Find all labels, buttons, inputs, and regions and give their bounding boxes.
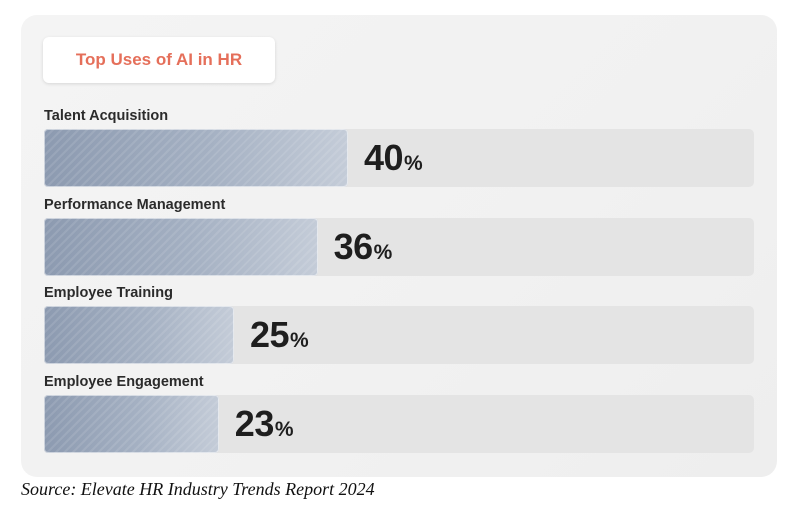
bar-label: Performance Management [44, 196, 226, 213]
bar-label: Employee Engagement [44, 373, 204, 390]
bar-value-label: 36% [334, 226, 393, 268]
bar-value-label: 23% [235, 403, 294, 445]
chart-title: Top Uses of AI in HR [43, 37, 275, 83]
bar-track: 25% [44, 306, 754, 364]
percent-sign: % [290, 329, 309, 352]
bar [44, 394, 219, 453]
source-caption: Source: Elevate HR Industry Trends Repor… [21, 479, 375, 499]
bar-value-number: 36 [333, 225, 374, 267]
bar-value-label: 40% [364, 137, 423, 179]
bar-track: 23% [44, 394, 754, 453]
bar-track: 40% [44, 129, 754, 187]
percent-sign: % [404, 152, 423, 175]
bar-value-label: 25% [250, 314, 309, 356]
bar [44, 217, 318, 276]
percent-sign: % [373, 240, 393, 264]
bar-track: 36% [44, 217, 754, 276]
bar-label: Talent Acquisition [44, 108, 169, 124]
percent-sign: % [274, 417, 294, 441]
bar [44, 129, 348, 187]
bar-value-number: 40 [364, 137, 404, 178]
bar-label: Employee Training [44, 285, 173, 301]
bar [44, 306, 234, 364]
bar-value-number: 23 [234, 402, 275, 444]
bar-value-number: 25 [250, 314, 290, 355]
